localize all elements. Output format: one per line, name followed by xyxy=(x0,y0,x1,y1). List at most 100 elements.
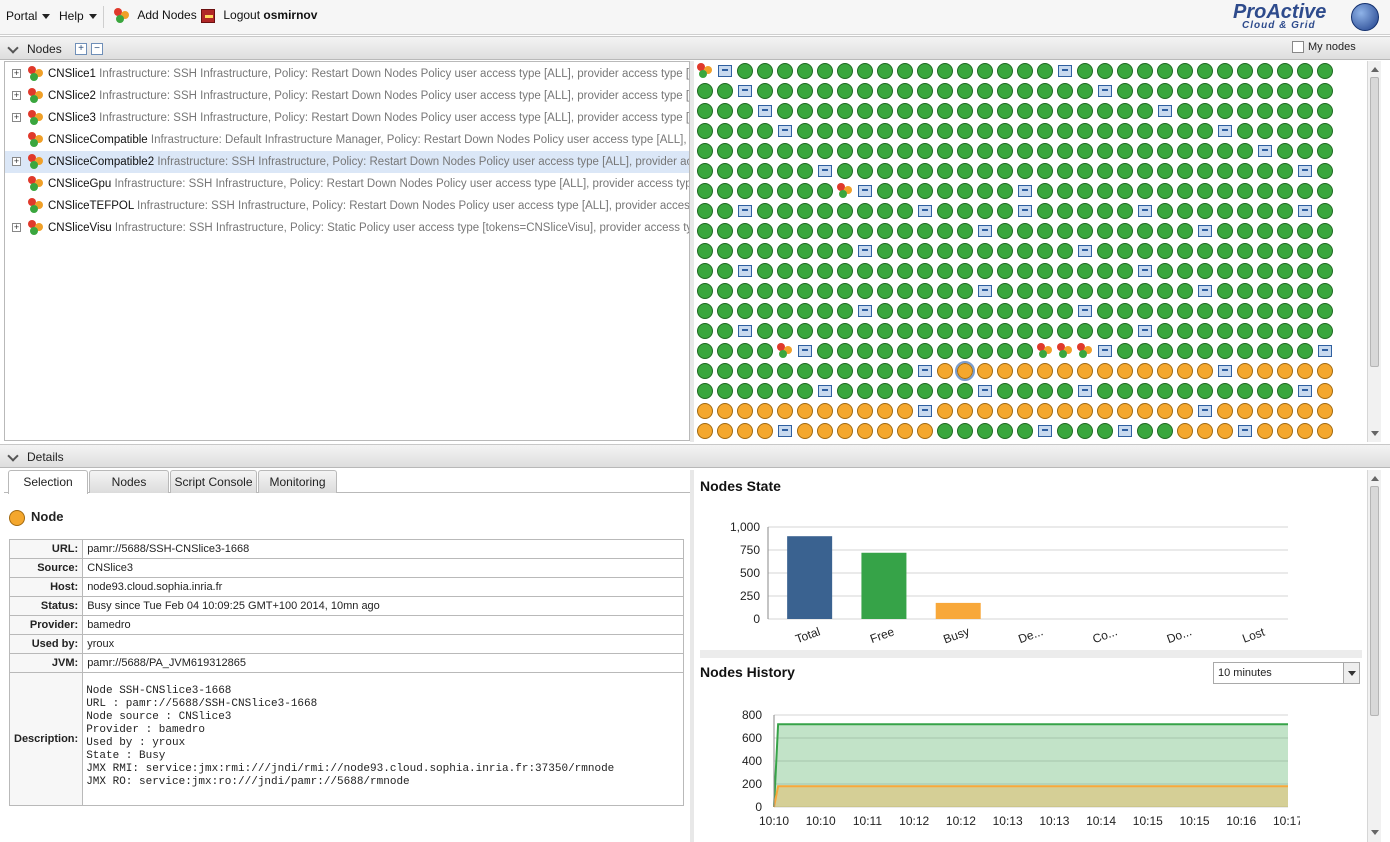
free-node-icon[interactable] xyxy=(1257,303,1273,319)
free-node-icon[interactable] xyxy=(1317,183,1333,199)
free-node-icon[interactable] xyxy=(797,303,813,319)
free-node-icon[interactable] xyxy=(817,363,833,379)
free-node-icon[interactable] xyxy=(1277,223,1293,239)
free-node-icon[interactable] xyxy=(1017,303,1033,319)
free-node-icon[interactable] xyxy=(1157,223,1173,239)
free-node-icon[interactable] xyxy=(737,303,753,319)
node-source-icon[interactable] xyxy=(777,343,793,359)
host-icon[interactable] xyxy=(1318,345,1332,357)
free-node-icon[interactable] xyxy=(1197,323,1213,339)
free-node-icon[interactable] xyxy=(1077,143,1093,159)
free-node-icon[interactable] xyxy=(917,263,933,279)
free-node-icon[interactable] xyxy=(957,63,973,79)
free-node-icon[interactable] xyxy=(697,383,713,399)
node-source-icon[interactable] xyxy=(697,63,713,79)
free-node-icon[interactable] xyxy=(777,243,793,259)
free-node-icon[interactable] xyxy=(1117,143,1133,159)
free-node-icon[interactable] xyxy=(997,203,1013,219)
free-node-icon[interactable] xyxy=(877,83,893,99)
my-nodes-checkbox[interactable] xyxy=(1292,41,1304,54)
free-node-icon[interactable] xyxy=(1217,183,1233,199)
free-node-icon[interactable] xyxy=(1137,243,1153,259)
free-node-icon[interactable] xyxy=(817,243,833,259)
free-node-icon[interactable] xyxy=(757,203,773,219)
free-node-icon[interactable] xyxy=(857,383,873,399)
free-node-icon[interactable] xyxy=(957,323,973,339)
free-node-icon[interactable] xyxy=(1137,283,1153,299)
free-node-icon[interactable] xyxy=(1017,323,1033,339)
my-nodes-toggle[interactable]: My nodes xyxy=(1292,41,1356,54)
free-node-icon[interactable] xyxy=(817,263,833,279)
host-icon[interactable] xyxy=(1018,205,1032,217)
free-node-icon[interactable] xyxy=(817,83,833,99)
free-node-icon[interactable] xyxy=(877,183,893,199)
free-node-icon[interactable] xyxy=(1057,383,1073,399)
free-node-icon[interactable] xyxy=(937,343,953,359)
free-node-icon[interactable] xyxy=(897,263,913,279)
free-node-icon[interactable] xyxy=(717,183,733,199)
free-node-icon[interactable] xyxy=(1277,263,1293,279)
free-node-icon[interactable] xyxy=(837,283,853,299)
free-node-icon[interactable] xyxy=(1077,103,1093,119)
free-node-icon[interactable] xyxy=(1197,143,1213,159)
free-node-icon[interactable] xyxy=(1097,323,1113,339)
free-node-icon[interactable] xyxy=(717,143,733,159)
free-node-icon[interactable] xyxy=(937,243,953,259)
free-node-icon[interactable] xyxy=(1017,343,1033,359)
free-node-icon[interactable] xyxy=(1077,63,1093,79)
free-node-icon[interactable] xyxy=(1077,263,1093,279)
free-node-icon[interactable] xyxy=(1097,223,1113,239)
free-node-icon[interactable] xyxy=(797,63,813,79)
free-node-icon[interactable] xyxy=(1257,163,1273,179)
free-node-icon[interactable] xyxy=(957,423,973,439)
free-node-icon[interactable] xyxy=(1117,163,1133,179)
free-node-icon[interactable] xyxy=(877,323,893,339)
free-node-icon[interactable] xyxy=(757,283,773,299)
free-node-icon[interactable] xyxy=(1097,283,1113,299)
host-icon[interactable] xyxy=(1198,285,1212,297)
free-node-icon[interactable] xyxy=(877,223,893,239)
free-node-icon[interactable] xyxy=(997,63,1013,79)
busy-node-icon[interactable] xyxy=(1177,363,1193,379)
free-node-icon[interactable] xyxy=(817,143,833,159)
free-node-icon[interactable] xyxy=(877,283,893,299)
free-node-icon[interactable] xyxy=(837,143,853,159)
free-node-icon[interactable] xyxy=(1217,243,1233,259)
free-node-icon[interactable] xyxy=(1297,243,1313,259)
free-node-icon[interactable] xyxy=(797,143,813,159)
free-node-icon[interactable] xyxy=(977,203,993,219)
free-node-icon[interactable] xyxy=(1137,223,1153,239)
free-node-icon[interactable] xyxy=(1017,123,1033,139)
portal-menu[interactable]: Portal xyxy=(6,9,51,23)
free-node-icon[interactable] xyxy=(1177,323,1193,339)
free-node-icon[interactable] xyxy=(957,223,973,239)
free-node-icon[interactable] xyxy=(1097,123,1113,139)
free-node-icon[interactable] xyxy=(1217,283,1233,299)
busy-node-icon[interactable] xyxy=(737,403,753,419)
free-node-icon[interactable] xyxy=(877,143,893,159)
busy-node-icon[interactable] xyxy=(1117,363,1133,379)
free-node-icon[interactable] xyxy=(717,163,733,179)
free-node-icon[interactable] xyxy=(937,83,953,99)
free-node-icon[interactable] xyxy=(797,183,813,199)
free-node-icon[interactable] xyxy=(717,383,733,399)
free-node-icon[interactable] xyxy=(1317,123,1333,139)
free-node-icon[interactable] xyxy=(697,303,713,319)
collapse-all-icon[interactable]: − xyxy=(91,43,103,55)
free-node-icon[interactable] xyxy=(977,323,993,339)
host-icon[interactable] xyxy=(1098,345,1112,357)
free-node-icon[interactable] xyxy=(1257,243,1273,259)
scroll-down-icon[interactable] xyxy=(1371,830,1379,835)
host-icon[interactable] xyxy=(1098,85,1112,97)
free-node-icon[interactable] xyxy=(1097,183,1113,199)
free-node-icon[interactable] xyxy=(997,423,1013,439)
free-node-icon[interactable] xyxy=(897,63,913,79)
free-node-icon[interactable] xyxy=(717,243,733,259)
free-node-icon[interactable] xyxy=(997,223,1013,239)
free-node-icon[interactable] xyxy=(1197,183,1213,199)
free-node-icon[interactable] xyxy=(1117,243,1133,259)
free-node-icon[interactable] xyxy=(697,243,713,259)
free-node-icon[interactable] xyxy=(697,183,713,199)
free-node-icon[interactable] xyxy=(977,423,993,439)
free-node-icon[interactable] xyxy=(757,323,773,339)
